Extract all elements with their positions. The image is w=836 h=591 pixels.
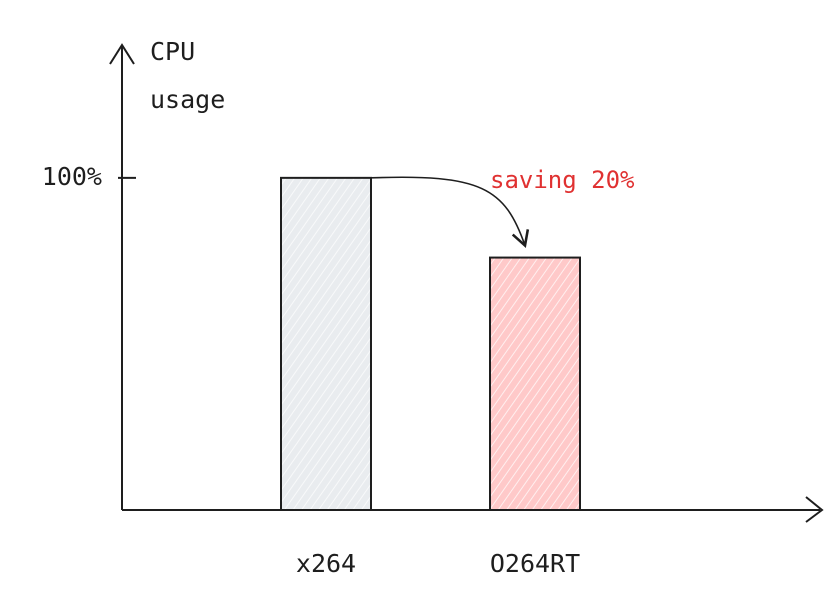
y-axis-label: CPU usage xyxy=(150,37,226,114)
y-axis-arrow xyxy=(109,43,135,65)
x-tick-label: O264RT xyxy=(490,549,580,578)
x-tick-label: x264 xyxy=(296,549,356,578)
bar-hatch xyxy=(489,256,581,512)
y-tick-label: 100% xyxy=(42,162,102,191)
x-axis-arrow xyxy=(805,496,824,523)
annotation-arrow xyxy=(370,176,530,249)
bar-hatch xyxy=(280,176,372,511)
annotation: saving 20% xyxy=(490,166,635,194)
